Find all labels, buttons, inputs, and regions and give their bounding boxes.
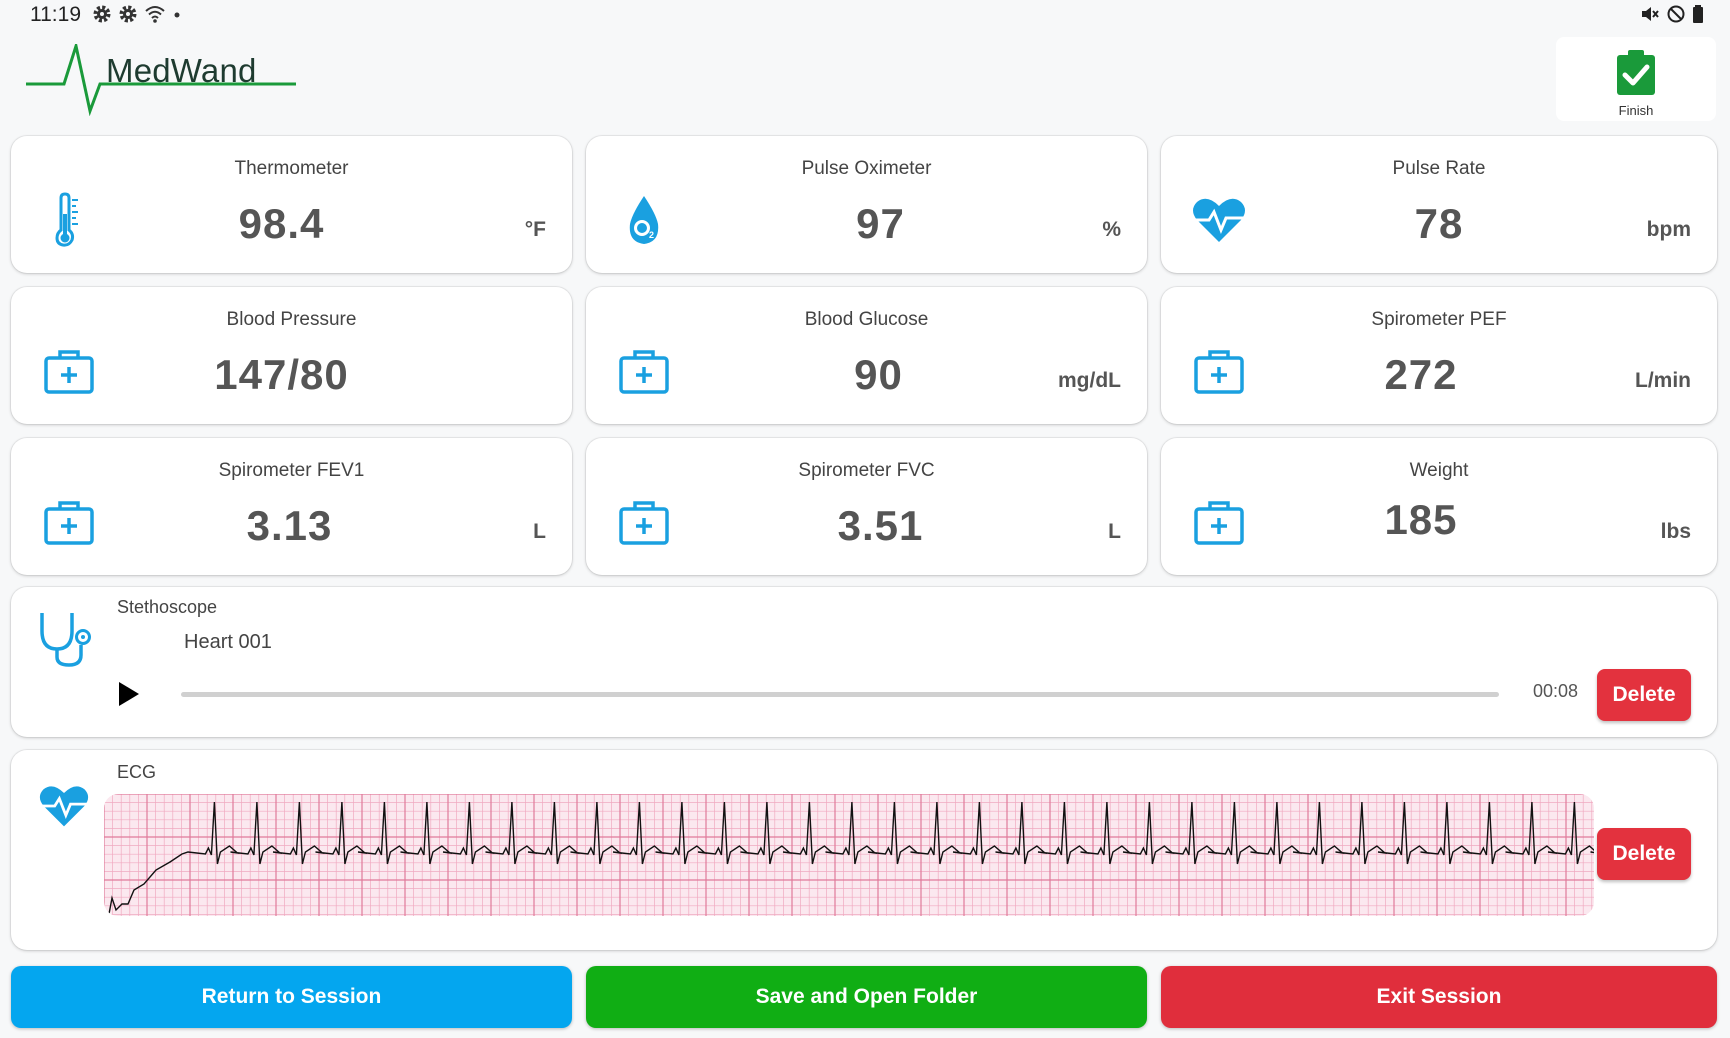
heart-pulse-icon: [39, 786, 89, 827]
pulse-rate-card[interactable]: Pulse Rate 78 bpm: [1161, 136, 1717, 273]
notification-dot-icon: [174, 12, 180, 18]
stethoscope-icon: [40, 613, 91, 667]
card-title: Pulse Oximeter: [801, 158, 932, 179]
wifi-icon: [145, 6, 165, 23]
ecg-trace: [108, 801, 1594, 915]
card-value: 3.13: [246, 502, 333, 549]
card-unit: lbs: [1660, 520, 1691, 543]
heart-pulse-icon: [1193, 198, 1245, 242]
ecg-strip: [104, 794, 1594, 916]
svg-text:2: 2: [649, 230, 654, 240]
stethoscope-card: Stethoscope Heart 001 00:08 Delete: [11, 587, 1717, 737]
card-title: Spirometer FEV1: [218, 460, 365, 481]
card-title: Pulse Rate: [1392, 158, 1486, 179]
spirometer-fvc-card[interactable]: Spirometer FVC 3.51 L: [586, 438, 1147, 575]
spirometer-fev1-card[interactable]: Spirometer FEV1 3.13 L: [11, 438, 572, 575]
card-title: Spirometer PEF: [1371, 309, 1507, 330]
logo-pulse-icon: [26, 44, 296, 116]
blood-pressure-card[interactable]: Blood Pressure 147/80: [11, 287, 572, 424]
card-value: 185: [1384, 496, 1458, 543]
do-not-disturb-icon: [1667, 5, 1685, 23]
card-value: 3.51: [837, 502, 924, 549]
ecg-waveform: [104, 794, 1594, 916]
delete-recording-button[interactable]: Delete: [1597, 669, 1691, 721]
medical-kit-icon: [44, 350, 94, 394]
card-unit: L: [533, 520, 546, 543]
status-time: 11:19: [30, 3, 81, 26]
card-unit: °F: [524, 218, 546, 241]
card-value: 90: [854, 351, 903, 398]
medwand-logo: MedWand: [26, 44, 296, 116]
audio-progress-track[interactable]: [181, 692, 1499, 697]
card-unit: bpm: [1646, 218, 1691, 241]
play-icon[interactable]: [117, 680, 141, 708]
audio-duration: 00:08: [1533, 681, 1579, 701]
card-title: Blood Pressure: [226, 309, 357, 330]
weight-card[interactable]: Weight 185 lbs: [1161, 438, 1717, 575]
card-title: Spirometer FVC: [798, 460, 935, 481]
finish-label: Finish: [1618, 103, 1654, 118]
card-unit: L: [1108, 520, 1121, 543]
battery-icon: [1693, 5, 1703, 23]
medical-kit-icon: [619, 501, 669, 545]
card-title: Weight: [1409, 460, 1469, 481]
stethoscope-title: Stethoscope: [117, 597, 218, 617]
thermometer-card[interactable]: Thermometer 98.4 °F: [11, 136, 572, 273]
spirometer-pef-card[interactable]: Spirometer PEF 272 L/min: [1161, 287, 1717, 424]
card-value: 97: [856, 200, 905, 247]
status-icons-left: [92, 4, 182, 24]
delete-ecg-button[interactable]: Delete: [1597, 828, 1691, 880]
return-to-session-button[interactable]: Return to Session: [11, 966, 572, 1028]
pulse-oximeter-card[interactable]: Pulse Oximeter 2 97 %: [586, 136, 1147, 273]
settings-icon: [93, 5, 111, 23]
status-icons-right: [1640, 4, 1704, 24]
medical-kit-icon: [44, 501, 94, 545]
logo-text: MedWand: [106, 52, 257, 89]
card-value: 272: [1384, 351, 1458, 398]
save-and-open-folder-button[interactable]: Save and Open Folder: [586, 966, 1147, 1028]
ecg-card: ECG Delete: [11, 750, 1717, 950]
oxygen-drop-icon: 2: [629, 196, 659, 244]
card-title: Thermometer: [234, 158, 349, 179]
recording-name: Heart 001: [184, 631, 272, 653]
card-value: 78: [1414, 200, 1464, 247]
card-value: 147/80: [214, 351, 349, 398]
exit-session-button[interactable]: Exit Session: [1161, 966, 1717, 1028]
card-unit: L/min: [1635, 369, 1691, 392]
mute-icon: [1642, 7, 1659, 21]
status-bar: 11:19: [0, 0, 1730, 30]
card-value: 98.4: [238, 200, 325, 247]
settings-icon: [119, 5, 137, 23]
card-unit: mg/dL: [1058, 369, 1121, 392]
medical-kit-icon: [619, 350, 669, 394]
medical-kit-icon: [1194, 501, 1244, 545]
finish-button[interactable]: Finish: [1556, 37, 1716, 121]
medical-kit-icon: [1194, 350, 1244, 394]
ecg-grid: [104, 794, 1594, 916]
clipboard-check-icon: [1617, 50, 1655, 95]
thermometer-icon: [55, 192, 78, 247]
card-unit: %: [1102, 218, 1121, 241]
blood-glucose-card[interactable]: Blood Glucose 90 mg/dL: [586, 287, 1147, 424]
ecg-title: ECG: [117, 762, 157, 782]
card-title: Blood Glucose: [804, 309, 929, 330]
